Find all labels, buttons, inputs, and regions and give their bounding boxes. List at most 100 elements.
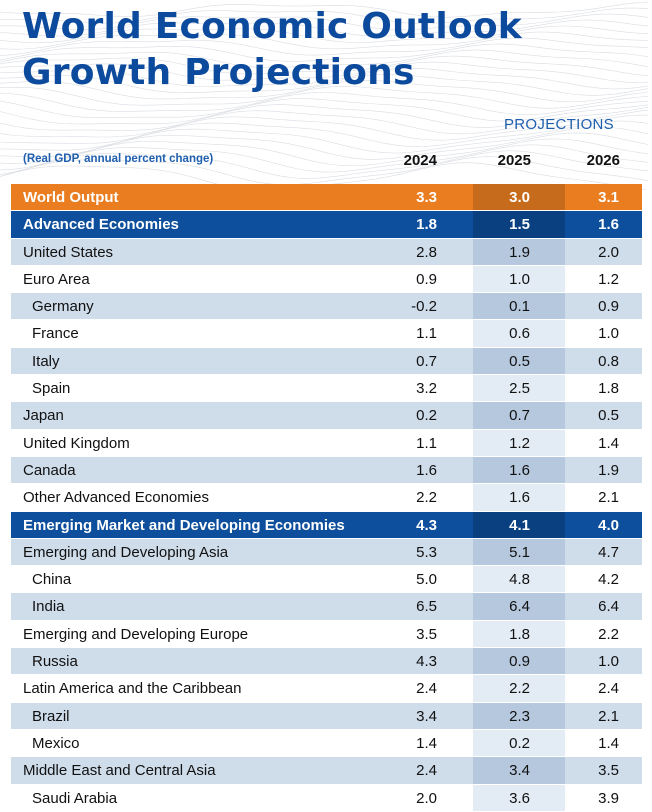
value-2026: 1.9 [598, 461, 619, 479]
wave-line [0, 31, 649, 50]
value-2026: 1.6 [598, 216, 619, 234]
wave-line [0, 1, 649, 18]
value-2025: 0.1 [509, 298, 530, 316]
value-2026: 2.1 [598, 489, 619, 507]
wave-line [0, 74, 649, 96]
value-2026: 1.8 [598, 380, 619, 398]
row-label: Saudi Arabia [32, 789, 118, 807]
value-2025: 0.6 [509, 325, 530, 343]
wave-line [0, 120, 649, 147]
wave-line [0, 67, 649, 90]
value-2025: 4.8 [509, 571, 530, 589]
wave-line [0, 109, 649, 135]
row-label: Brazil [32, 707, 70, 725]
value-2024: 6.5 [416, 598, 437, 616]
projection-column-shade [473, 375, 565, 402]
table-row: Saudi Arabia 2.0 3.6 3.9 [11, 784, 642, 812]
table-row: India 6.5 6.4 6.4 [11, 593, 642, 621]
value-2025: 0.2 [509, 734, 530, 752]
projections-label: PROJECTIONS [504, 116, 614, 133]
value-2025: 0.9 [509, 653, 530, 671]
value-2026: 2.4 [598, 680, 619, 698]
row-label: United Kingdom [23, 434, 130, 452]
value-2026: 0.8 [598, 352, 619, 370]
projection-column-shade [473, 347, 565, 375]
row-label: Canada [23, 461, 76, 479]
projection-column-shade [473, 620, 565, 648]
wave-line [0, 55, 649, 76]
background-wave-graphic [0, 1, 649, 190]
units-note: (Real GDP, annual percent change) [23, 153, 214, 165]
table-row: Italy 0.7 0.5 0.8 [11, 347, 642, 376]
value-2024: 0.7 [416, 352, 437, 370]
row-label: Emerging Market and Developing Economies [23, 516, 345, 534]
wave-line [0, 98, 649, 122]
projection-column-shade [473, 648, 565, 675]
table-row: Euro Area 0.9 1.0 1.2 [11, 265, 642, 294]
projection-column-shade [473, 511, 565, 538]
value-2024: 2.0 [416, 789, 437, 807]
value-2024: 2.4 [416, 762, 437, 780]
year-header-2024: 2024 [403, 152, 437, 169]
value-2025: 4.1 [509, 516, 530, 534]
value-2024: 1.4 [416, 734, 437, 752]
table-row: Advanced Economies 1.8 1.5 1.6 [11, 211, 642, 239]
row-label: Japan [23, 407, 64, 425]
value-2024: 3.4 [416, 707, 437, 725]
value-2025: 1.0 [509, 270, 530, 288]
row-label: Spain [32, 380, 71, 398]
value-2026: 2.2 [598, 625, 619, 643]
value-2025: 3.0 [509, 189, 530, 206]
wave-line [0, 37, 649, 56]
row-label: Middle East and Central Asia [23, 762, 216, 780]
wave-line [0, 150, 649, 179]
table-row: Emerging and Developing Asia 5.3 5.1 4.7 [11, 538, 642, 567]
value-2024: 1.6 [416, 461, 437, 479]
value-2026: 3.1 [598, 189, 619, 206]
wave-line [0, 126, 649, 154]
year-header-2026: 2026 [586, 152, 620, 169]
projection-column-shade [473, 566, 565, 593]
value-2025: 2.5 [509, 380, 530, 398]
wave-line [0, 61, 649, 83]
wave-line [0, 7, 649, 24]
value-2026: 4.7 [598, 543, 619, 561]
page-title: World Economic Outlook Growth Projection… [22, 4, 522, 96]
value-2024: 3.5 [416, 625, 437, 643]
wave-line [0, 114, 649, 141]
value-2025: 1.6 [509, 489, 530, 507]
value-2026: 2.0 [598, 243, 619, 261]
table-row: Canada 1.6 1.6 1.9 [11, 456, 642, 485]
value-2026: 2.1 [598, 707, 619, 725]
value-2025: 1.2 [509, 434, 530, 452]
value-2026: 6.4 [598, 598, 619, 616]
value-2026: 4.2 [598, 571, 619, 589]
value-2026: 0.5 [598, 407, 619, 425]
value-2025: 6.4 [509, 598, 530, 616]
row-label: Emerging and Developing Europe [23, 625, 249, 643]
row-label: Mexico [32, 734, 80, 752]
value-2026: 1.0 [598, 325, 619, 343]
projection-column-shade [473, 702, 565, 729]
wave-line [0, 92, 649, 115]
table-row: France 1.1 0.6 1.0 [11, 320, 642, 348]
table-row: Spain 3.2 2.5 1.8 [11, 375, 642, 403]
value-2026: 1.4 [598, 434, 619, 452]
row-label: Russia [32, 653, 78, 671]
wave-line [0, 86, 649, 109]
row-label: China [32, 571, 72, 589]
table-row: World Output 3.3 3.0 3.1 [11, 184, 642, 212]
value-2025: 1.9 [509, 243, 530, 261]
table-row: Japan 0.2 0.7 0.5 [11, 402, 642, 430]
value-2024: -0.2 [411, 298, 437, 316]
projection-column-shade [473, 538, 565, 566]
value-2026: 1.0 [598, 653, 619, 671]
wave-line [0, 104, 649, 128]
table-row: Emerging and Developing Europe 3.5 1.8 2.2 [11, 620, 642, 649]
wave-line [0, 25, 649, 44]
value-2025: 0.7 [509, 407, 530, 425]
value-2025: 3.4 [509, 762, 530, 780]
projection-column-shade [473, 211, 565, 238]
title-line-1: World Economic Outlook [22, 6, 522, 47]
value-2024: 2.4 [416, 680, 437, 698]
